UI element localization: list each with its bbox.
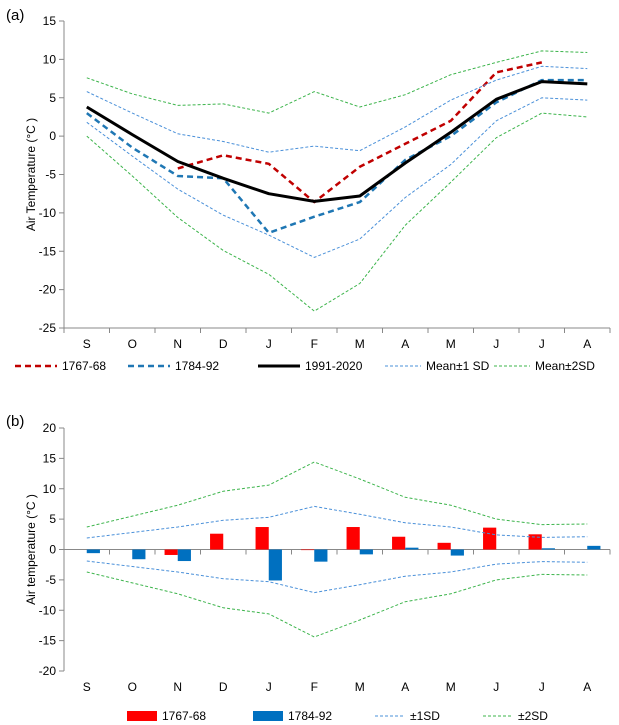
y-tick-label: 10 [43,482,57,496]
y-axis-label: Air temperature (°C ) [24,494,38,605]
y-tick-label: -15 [39,634,57,648]
bar [346,527,360,550]
x-tick-label: A [583,337,591,351]
y-tick-label: -5 [45,573,56,587]
series-line [86,65,588,153]
series-line [86,78,588,235]
legend-label: ±1SD [410,709,440,723]
panel-a: (a) -25 -20 -15 -10 -5 0 5 10 15 S O N D J F M A M J J A Air T… [6,7,611,373]
x-tick-label: A [401,680,409,694]
series-line [86,112,588,312]
bar [483,527,497,550]
y-axis-label: Air Temperature (°C ) [24,118,38,231]
x-tick-label: M [446,680,456,694]
x-tick-label: J [539,337,545,351]
x-tick-label: F [311,337,318,351]
x-tick-label: J [493,337,499,351]
bar [255,527,269,550]
legend-label: 1767-68 [162,709,206,723]
legend-label: ±2SD [518,709,548,723]
x-tick-label: M [446,337,456,351]
bar [132,549,146,560]
x-tick-label: J [493,680,499,694]
y-tick-label: 15 [43,14,57,28]
x-tick-label: J [266,337,272,351]
legend-label: Mean±2SD [535,359,595,373]
y-tick-label: -10 [39,206,57,220]
bar [164,549,178,555]
y-tick-label: 0 [49,543,56,557]
series-line [86,571,588,638]
x-tick-label: F [311,680,318,694]
bar [301,549,315,551]
panel-b: (b) -20 -15 -10 -5 0 5 10 15 20 S O N D J F M A M J J A Air te… [6,413,611,723]
series-line [86,505,588,539]
y-tick-label: -10 [39,603,57,617]
x-tick-label: O [128,680,137,694]
x-tick-label: M [355,680,365,694]
y-tick-label: -5 [45,168,56,182]
series-line [86,50,588,114]
bar [359,549,373,555]
x-tick-label: N [173,337,182,351]
x-tick-label: D [219,680,228,694]
series-line [86,97,588,258]
x-tick-label: O [128,337,137,351]
x-tick-label: J [266,680,272,694]
y-tick-label: 15 [43,451,57,465]
x-tick-label: N [173,680,182,694]
y-tick-label: -20 [39,283,57,297]
y-tick-label: 10 [43,52,57,66]
bar [541,548,555,550]
legend-label: 1784-92 [288,709,332,723]
series-line [86,461,588,528]
legend-label: 1991-2020 [305,359,363,373]
y-tick-label: -20 [39,664,57,678]
bar [392,536,406,550]
bar [86,549,100,554]
legend-label: 1767-68 [62,359,106,373]
series-line [177,61,543,204]
legend-label: Mean±1 SD [426,359,490,373]
y-tick-label: -15 [39,244,57,258]
series-line [86,560,588,594]
bar [437,542,451,550]
y-tick-label: 5 [49,512,56,526]
x-tick-label: A [401,337,409,351]
x-tick-label: S [83,680,91,694]
bar [528,534,542,550]
y-tick-label: 5 [49,91,56,105]
x-tick-label: M [355,337,365,351]
bar [405,547,419,550]
legend-swatch [127,711,157,721]
y-tick-label: -25 [39,321,57,335]
bar [210,533,224,550]
bar [268,549,282,581]
x-tick-label: J [539,680,545,694]
bar [314,549,328,562]
y-tick-label: 0 [49,129,56,143]
panel-label: (a) [6,7,24,24]
series-line [86,80,588,203]
x-tick-label: A [583,680,591,694]
bar [177,549,191,562]
x-tick-label: D [219,337,228,351]
bar [587,545,601,550]
legend-label: 1784-92 [175,359,219,373]
legend-swatch [253,711,283,721]
x-tick-label: S [83,337,91,351]
panel-label: (b) [6,413,24,430]
bar [450,549,464,556]
y-tick-label: 20 [43,421,57,435]
